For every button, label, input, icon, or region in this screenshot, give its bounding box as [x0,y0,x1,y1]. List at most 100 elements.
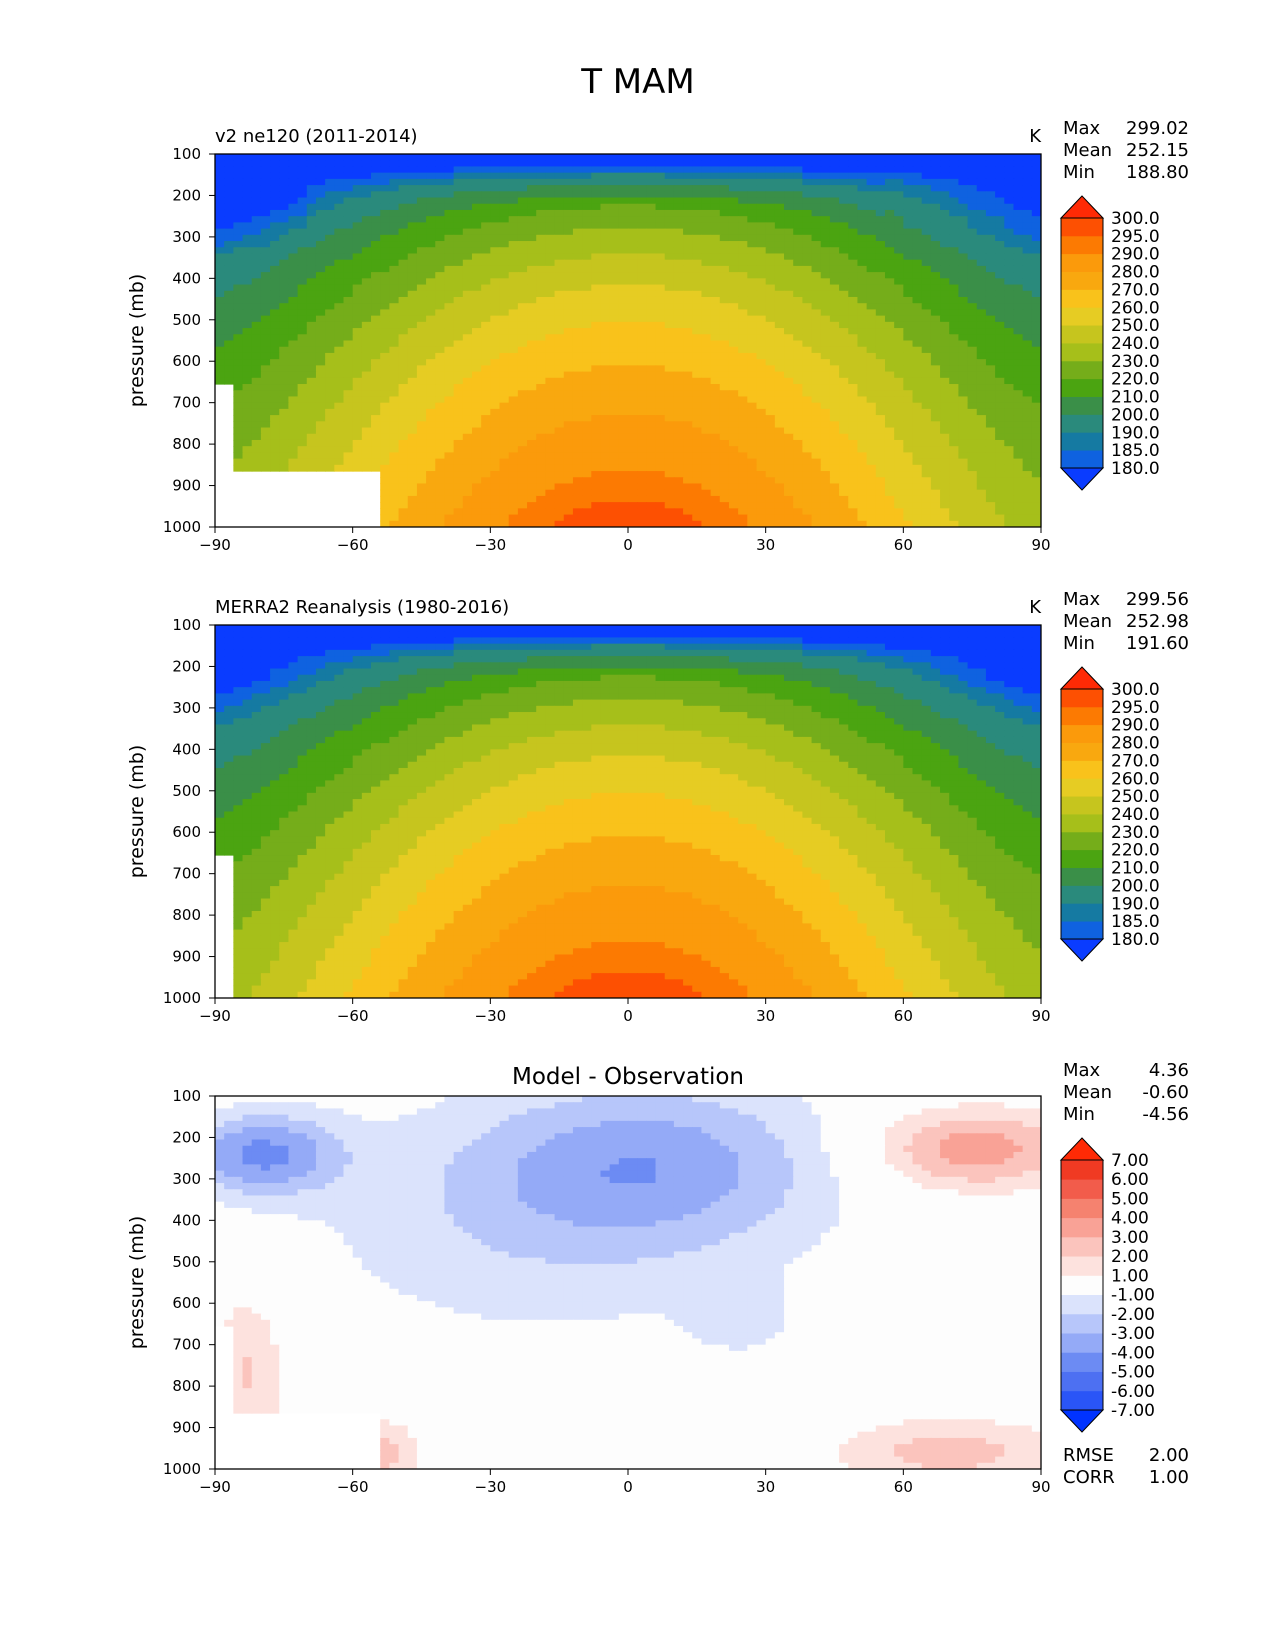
contour-cell [591,408,602,416]
contour-cell [288,359,299,366]
contour-cell [380,191,390,199]
contour-cell [719,371,730,379]
contour-cell [242,384,253,391]
contour-cell [426,427,436,435]
contour-cell [692,359,703,366]
contour-cell [279,172,290,180]
contour-cell [260,340,271,348]
contour-cell [912,197,923,205]
contour-cell [1013,402,1024,410]
contour-cell [545,483,556,491]
contour-cell [1013,222,1024,230]
contour-cell [747,166,758,174]
contour-cell [884,303,895,311]
contour-cell [995,290,1005,298]
contour-cell [719,265,730,273]
contour-cell [490,209,501,217]
contour-cell [435,384,446,391]
contour-cell [389,154,400,161]
contour-cell [940,352,950,360]
contour-cell [949,340,959,348]
contour-cell [297,427,308,435]
contour-cell [618,284,629,292]
contour-cell [765,452,776,460]
contour-cell [380,321,390,329]
contour-cell [288,390,299,398]
contour-cell [985,303,996,311]
contour-cell [637,197,647,205]
contour-cell [536,328,546,335]
contour-cell [802,415,813,422]
contour-cell [710,303,721,311]
contour-cell [297,296,308,304]
contour-cell [995,408,1005,416]
contour-cell [1022,328,1033,335]
contour-cell [435,197,446,205]
contour-cell [361,178,372,186]
contour-cell [279,340,290,348]
contour-cell [563,396,574,404]
contour-cell [673,160,684,168]
contour-cell [416,185,427,192]
contour-cell [985,228,996,236]
contour-cell [894,172,904,180]
contour-cell [829,489,840,497]
contour-cell [398,365,409,373]
contour-cell [407,415,418,422]
contour-cell [884,160,895,168]
contour-cell [270,427,280,435]
contour-cell [728,352,739,360]
contour-cell [371,458,381,466]
contour-cell [499,272,510,279]
contour-cell [866,197,877,205]
contour-cell [784,303,794,311]
contour-cell [352,216,363,223]
contour-cell [288,464,299,472]
contour-cell [279,433,290,441]
contour-cell [426,371,436,379]
contour-cell [673,309,684,317]
contour-cell [545,191,556,199]
contour-cell [811,209,822,217]
contour-cell [490,352,501,360]
contour-cell [811,489,822,497]
contour-cell [1013,340,1024,348]
contour-cell [453,228,464,236]
contour-cell [719,247,730,255]
contour-cell [728,390,739,398]
contour-cell [545,495,556,503]
contour-cell [591,154,602,161]
contour-cell [839,315,849,323]
contour-cell [802,477,813,485]
contour-cell [288,197,299,205]
contour-cell [416,321,427,329]
contour-cell [793,321,803,329]
contour-cell [371,396,381,404]
contour-cell [527,216,537,223]
contour-cell [894,309,904,317]
contour-cell [784,247,794,255]
contour-cell [517,421,528,429]
contour-cell [609,284,620,292]
contour-cell [389,377,400,385]
contour-cell [453,203,464,211]
contour-cell [637,278,647,286]
contour-cell [398,203,409,211]
contour-cell [563,172,574,180]
contour-cell [747,402,758,410]
contour-cell [793,284,803,292]
contour-cell [747,209,758,217]
contour-cell [875,284,886,292]
contour-cell [692,309,703,317]
contour-cell [297,433,308,441]
contour-cell [829,371,840,379]
contour-cell [260,359,271,366]
contour-cell [517,334,528,342]
contour-cell [600,272,611,279]
contour-cell [600,247,611,255]
contour-cell [224,234,234,242]
contour-cell [940,384,950,391]
contour-cell [471,259,482,267]
contour-cell [389,241,400,248]
contour-cell [995,340,1005,348]
